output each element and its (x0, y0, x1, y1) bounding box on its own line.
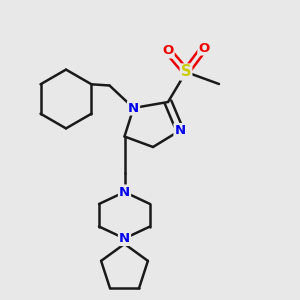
Text: N: N (128, 101, 139, 115)
Text: N: N (174, 124, 186, 137)
Text: N: N (119, 232, 130, 245)
Text: O: O (198, 41, 210, 55)
Text: S: S (181, 64, 191, 80)
Text: N: N (119, 185, 130, 199)
Text: O: O (162, 44, 174, 58)
